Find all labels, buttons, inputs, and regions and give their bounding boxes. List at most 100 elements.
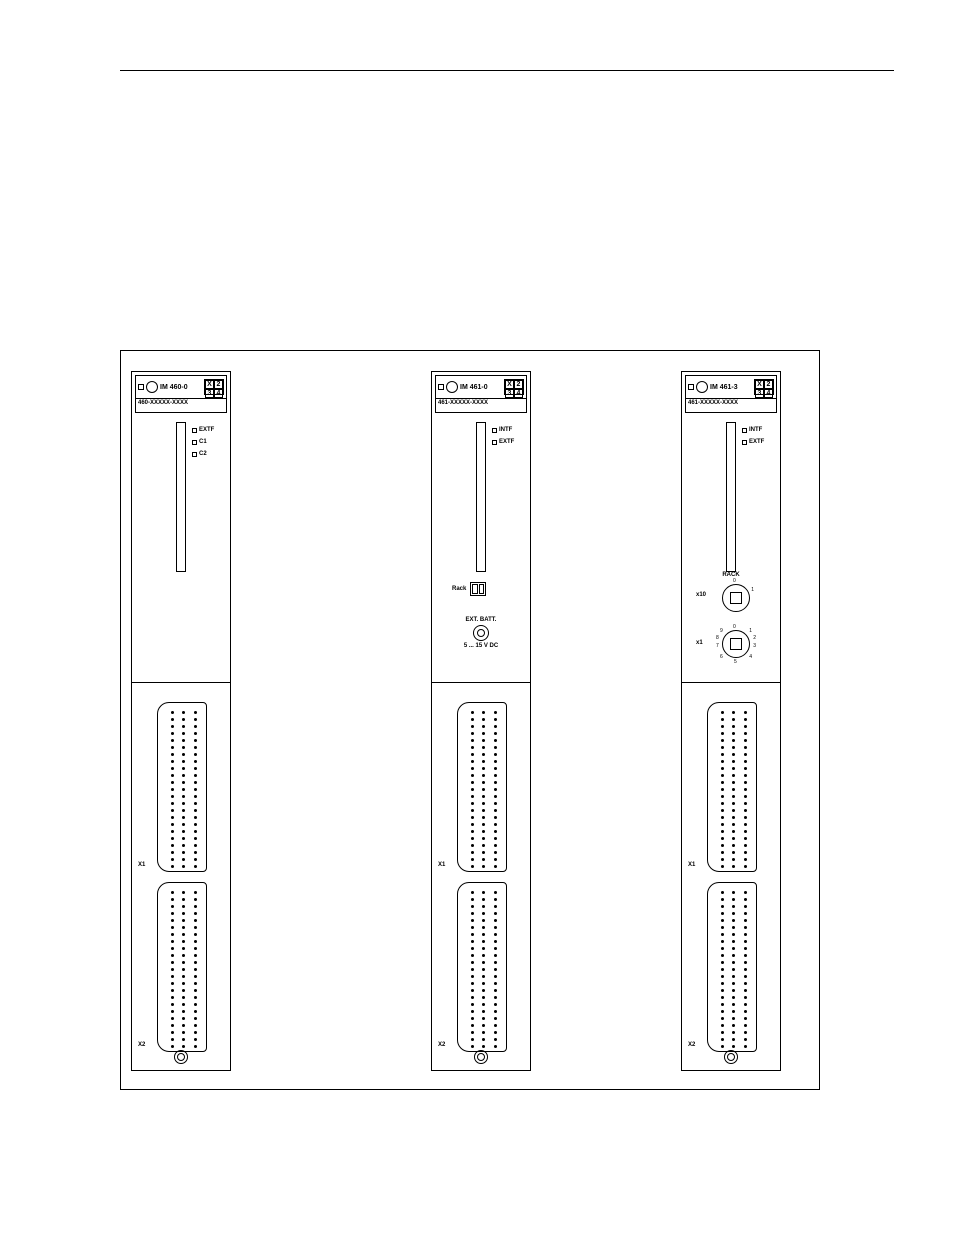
mid-split [432,682,530,683]
connector-x1 [157,702,207,872]
conn-x2-label: X2 [438,1042,445,1048]
pin-grid [468,891,500,1043]
quad-cell: 4 [214,389,223,398]
led-label: C1 [199,439,207,445]
module-im460: IM 460-0 X 2 3 4 460-XXXXX-XXXX EXTF C1 … [131,371,231,1071]
led-row: EXTF [192,427,214,433]
module-body: IM 461-0 X 2 3 4 461-XXXXX-XXXX INTF EXT… [431,371,531,1071]
rotary-num: 7 [716,643,719,649]
conn-x2-label: X2 [688,1042,695,1048]
rotary-title: RACK [722,572,739,578]
pin-grid [468,711,500,863]
led-icon [192,452,197,457]
conn-x1-label: X1 [138,862,145,868]
rotary-num: 1 [751,587,754,593]
quad-cell: 3 [205,389,214,398]
rotary-num: 0 [733,578,736,584]
led-row: EXTF [742,439,764,445]
page-header-rule [120,70,894,71]
header-sq-icon [438,384,444,390]
quad-grid: X 2 3 4 [204,379,224,395]
pin-grid [718,711,750,863]
led-row: C2 [192,451,207,457]
module-header: IM 461-0 X 2 3 4 461-XXXXX-XXXX [435,375,527,413]
quad-cell: X [505,380,514,389]
module-header: IM 461-3 X 2 3 4 461-XXXXX-XXXX [685,375,777,413]
pin-grid [718,891,750,1043]
header-circ-icon [446,381,458,393]
screw-icon [174,1050,188,1064]
screw-icon [724,1050,738,1064]
conn-x1-label: X1 [688,862,695,868]
quad-grid: X 2 3 4 [754,379,774,395]
module-im461-3: IM 461-3 X 2 3 4 461-XXXXX-XXXX INTF EXT… [681,371,781,1071]
quad-cell: 3 [505,389,514,398]
mid-split [682,682,780,683]
quad-cell: 2 [214,380,223,389]
led-label: EXTF [199,427,214,433]
rotary-switch-x10: 0 1 [722,584,750,612]
part-number: 461-XXXXX-XXXX [436,398,526,407]
module-body: IM 461-3 X 2 3 4 461-XXXXX-XXXX INTF EXT… [681,371,781,1071]
led-label: INTF [499,427,512,433]
led-bar [176,422,186,572]
rotary-num: 5 [734,659,737,665]
quad-cell: 2 [764,380,773,389]
quad-cell: X [205,380,214,389]
ext-batt-group: EXT. BATT. 5 ... 15 V DC [432,617,530,649]
module-im461-0: IM 461-0 X 2 3 4 461-XXXXX-XXXX INTF EXT… [431,371,531,1071]
figure-frame: IM 460-0 X 2 3 4 460-XXXXX-XXXX EXTF C1 … [120,350,820,1090]
led-bar [726,422,736,572]
rotary-switch-x1: 0 1 2 3 4 5 6 7 8 9 [722,630,750,658]
led-label: C2 [199,451,207,457]
led-icon [492,428,497,433]
led-icon [742,428,747,433]
led-label: EXTF [749,439,764,445]
rack-label: Rack [452,586,466,592]
quad-grid: X 2 3 4 [504,379,524,395]
module-title: IM 460-0 [160,384,188,391]
led-label: EXTF [499,439,514,445]
connector-x2 [157,882,207,1052]
led-row: EXTF [492,439,514,445]
header-sq-icon [138,384,144,390]
led-label: INTF [749,427,762,433]
batt-socket-icon [473,625,489,641]
ext-batt-voltage: 5 ... 15 V DC [432,643,530,649]
led-bar [476,422,486,572]
rotary-num: 9 [720,628,723,634]
rotary-num: 4 [749,654,752,660]
quad-cell: X [755,380,764,389]
module-title: IM 461-3 [710,384,738,391]
rotary-num: 2 [753,635,756,641]
rack-dip-group: Rack [452,582,486,596]
module-title: IM 461-0 [460,384,488,391]
led-icon [192,428,197,433]
conn-x1-label: X1 [438,862,445,868]
screw-icon [474,1050,488,1064]
conn-x2-label: X2 [138,1042,145,1048]
rotary-num: 6 [720,654,723,660]
header-circ-icon [696,381,708,393]
quad-cell: 4 [514,389,523,398]
dip-switch-icon [470,582,486,596]
quad-cell: 2 [514,380,523,389]
connector-x2 [707,882,757,1052]
pin-grid [168,891,200,1043]
part-number: 460-XXXXX-XXXX [136,398,226,407]
rotary-num: 0 [733,624,736,630]
rotary-x10-label: x10 [696,592,706,598]
connector-x2 [457,882,507,1052]
quad-cell: 3 [755,389,764,398]
connector-x1 [707,702,757,872]
led-icon [742,440,747,445]
rotary-x1-label: x1 [696,640,703,646]
led-icon [492,440,497,445]
mid-split [132,682,230,683]
rotary-num: 1 [749,628,752,634]
led-row: INTF [492,427,512,433]
ext-batt-label: EXT. BATT. [432,617,530,623]
rotary-num: 3 [753,643,756,649]
module-header: IM 460-0 X 2 3 4 460-XXXXX-XXXX [135,375,227,413]
led-row: C1 [192,439,207,445]
